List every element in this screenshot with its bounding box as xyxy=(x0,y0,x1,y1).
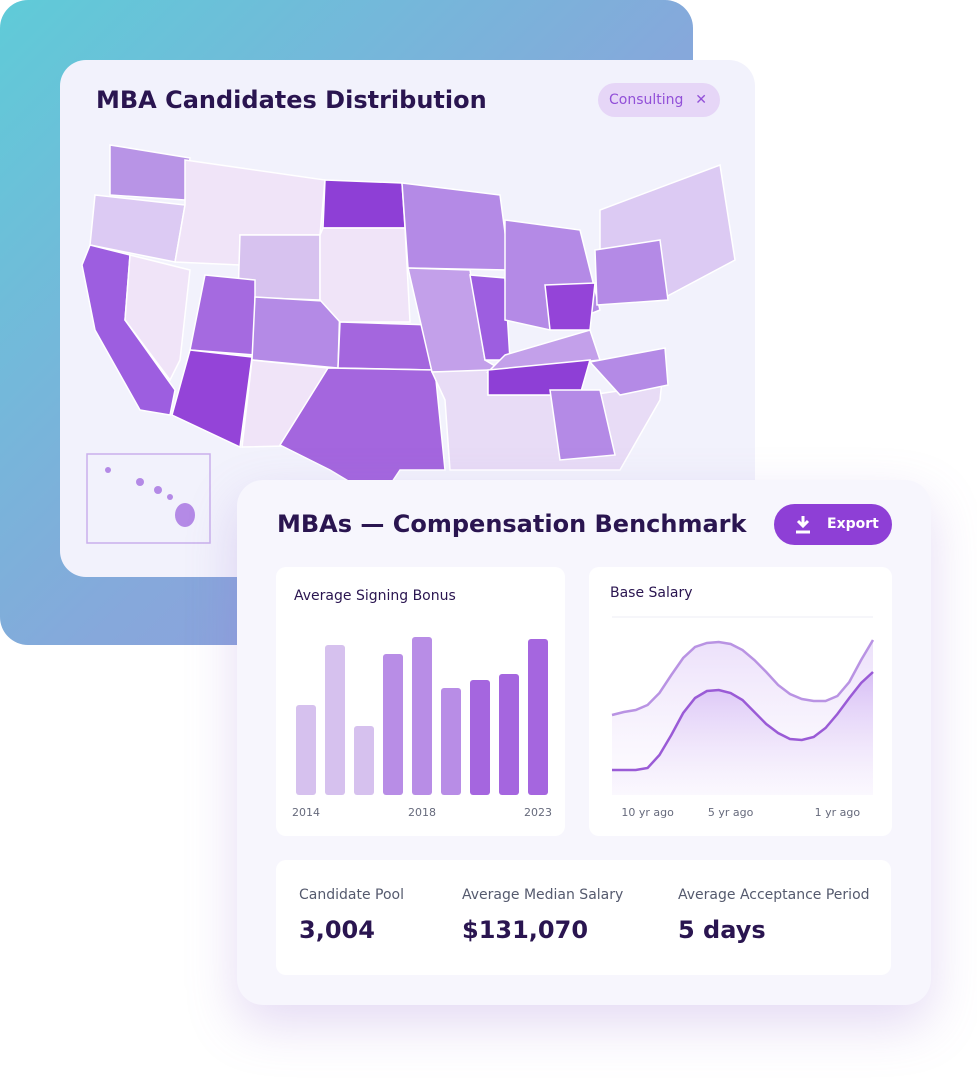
stat-label: Candidate Pool xyxy=(299,887,404,903)
export-label: Export xyxy=(827,516,879,532)
line-panel: Base Salary 10 yr ago 5 yr ago 1 yr ago xyxy=(589,567,892,836)
bar xyxy=(470,680,490,795)
bar xyxy=(528,639,548,795)
stat-value: $131,070 xyxy=(462,916,589,944)
bar xyxy=(325,645,345,795)
x-tick-label: 2018 xyxy=(408,806,436,819)
stat-value: 5 days xyxy=(678,916,766,944)
remove-filter-icon[interactable]: ✕ xyxy=(695,92,707,108)
map-card: MBA Candidates Distribution Consulting ✕ xyxy=(60,60,755,577)
x-tick-label: 10 yr ago xyxy=(621,806,674,819)
filter-chip[interactable]: Consulting ✕ xyxy=(598,83,720,117)
line xyxy=(611,639,875,717)
benchmark-title: MBAs — Compensation Benchmark xyxy=(277,510,747,538)
stat-value: 3,004 xyxy=(299,916,375,944)
bar xyxy=(412,637,432,795)
export-button[interactable]: Export xyxy=(774,504,892,545)
x-tick-label: 1 yr ago xyxy=(815,806,861,819)
stat-label: Average Median Salary xyxy=(462,887,624,903)
bar xyxy=(441,688,461,795)
bar-panel: Average Signing Bonus 2014 2018 2023 xyxy=(276,567,565,836)
bar xyxy=(296,705,316,795)
x-tick-label: 2023 xyxy=(524,806,552,819)
stat-label: Average Acceptance Period xyxy=(678,887,870,903)
bar xyxy=(354,726,374,795)
filter-label: Consulting xyxy=(609,92,684,108)
line xyxy=(612,671,874,772)
x-tick-label: 5 yr ago xyxy=(708,806,754,819)
map-title: MBA Candidates Distribution xyxy=(96,86,487,114)
benchmark-card: MBAs — Compensation Benchmark Export Ave… xyxy=(237,480,931,1005)
us-map xyxy=(81,144,736,544)
chart-title: Average Signing Bonus xyxy=(294,588,456,604)
line-chart: Base Salary 10 yr ago 5 yr ago 1 yr ago xyxy=(610,585,875,819)
download-icon xyxy=(796,516,810,534)
bar xyxy=(499,674,519,795)
stats-panel: Candidate Pool 3,004 Average Median Sala… xyxy=(276,860,891,975)
bar xyxy=(383,654,403,795)
chart-title: Base Salary xyxy=(610,585,693,601)
area xyxy=(612,672,873,795)
bar-chart: Average Signing Bonus 2014 2018 2023 xyxy=(292,588,552,819)
x-tick-label: 2014 xyxy=(292,806,320,819)
